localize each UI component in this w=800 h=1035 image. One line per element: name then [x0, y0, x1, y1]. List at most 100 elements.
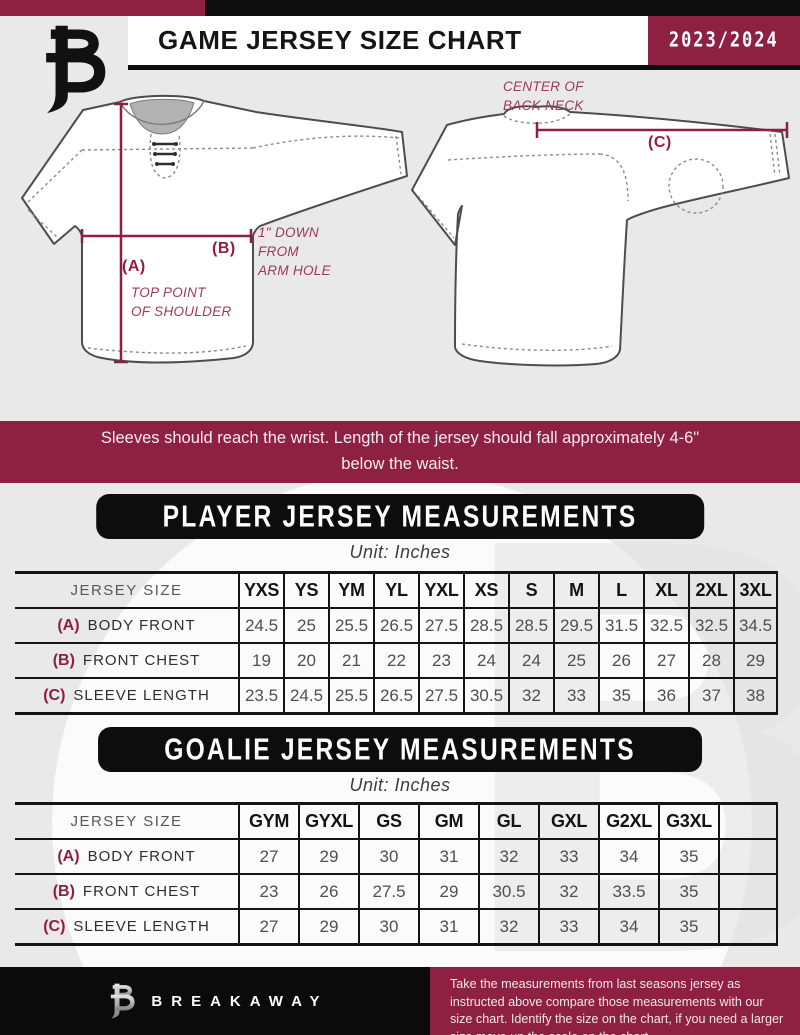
measure-value: 36 [643, 679, 688, 712]
measure-b-caption: 1" DOWN FROM ARM HOLE [258, 225, 331, 278]
measure-value [718, 840, 778, 873]
size-col-header: GXL [538, 805, 598, 838]
table-row: (A) BODY FRONT 24.5 25 25.5 26.5 27.5 28.5 28.5 2… [15, 609, 778, 644]
measure-value: 32.5 [688, 609, 733, 642]
row-key: (B) [52, 882, 75, 900]
size-col-header: L [598, 574, 643, 607]
page-title: GAME JERSEY SIZE CHART [158, 25, 522, 55]
measure-value: 24 [508, 644, 553, 677]
measure-value: 25.5 [328, 609, 373, 642]
row-label: (B) FRONT CHEST [15, 644, 238, 677]
player-size-table: JERSEY SIZE YXS YS YM YL YXL XS S M L XL 2XL 3XL (A) B… [15, 571, 778, 715]
size-col-header: XS [463, 574, 508, 607]
measure-b-label: (B) [212, 240, 236, 257]
size-col-header: S [508, 574, 553, 607]
table-header-row: JERSEY SIZE GYM GYXL GS GM GL GXL G2XL G3XL [15, 805, 778, 840]
breakaway-b-logo-icon [20, 22, 108, 116]
measure-value: 33 [553, 679, 598, 712]
measure-value: 29 [418, 875, 478, 908]
measure-value: 25 [553, 644, 598, 677]
row-name: FRONT CHEST [82, 652, 201, 669]
page-title-box: GAME JERSEY SIZE CHART [128, 16, 648, 65]
measure-value: 29.5 [553, 609, 598, 642]
measure-value: 21 [328, 644, 373, 677]
size-col-header: 2XL [688, 574, 733, 607]
goalie-section-title: GOALIE JERSEY MEASUREMENTS [98, 727, 702, 772]
size-col-header: G2XL [598, 805, 658, 838]
measure-c-caption: CENTER OF BACK NECK [503, 79, 584, 113]
measure-value: 32 [538, 875, 598, 908]
table-row: (A) BODY FRONT 27 29 30 31 32 33 34 35 [15, 840, 778, 875]
row-name: BODY FRONT [87, 617, 196, 634]
measure-value: 37 [688, 679, 733, 712]
measure-value: 34.5 [733, 609, 778, 642]
measure-value: 29 [298, 910, 358, 943]
measure-value: 32 [478, 910, 538, 943]
measure-value: 24.5 [283, 679, 328, 712]
measure-value: 24.5 [238, 609, 283, 642]
player-section-title: PLAYER JERSEY MEASUREMENTS [96, 494, 704, 539]
footer-instructions: Take the measurements from last seasons … [450, 977, 784, 1035]
brand-name: BREAKAWAY [151, 992, 329, 1010]
measure-value: 25.5 [328, 679, 373, 712]
measure-value: 32.5 [643, 609, 688, 642]
measure-value: 23.5 [238, 679, 283, 712]
measure-value: 29 [298, 840, 358, 873]
size-col-header: GS [358, 805, 418, 838]
size-col-header: M [553, 574, 598, 607]
measure-value: 28 [688, 644, 733, 677]
measure-value: 29 [733, 644, 778, 677]
measure-value: 34 [598, 910, 658, 943]
measure-value: 22 [373, 644, 418, 677]
size-col-header: XL [643, 574, 688, 607]
row-name: SLEEVE LENGTH [73, 918, 210, 935]
measure-value: 27 [643, 644, 688, 677]
row-key: (C) [43, 917, 66, 935]
measure-value [718, 910, 778, 943]
size-col-header: YXL [418, 574, 463, 607]
footer-brand-box: BREAKAWAY [0, 967, 430, 1035]
size-col-header: YL [373, 574, 418, 607]
measure-value [718, 875, 778, 908]
season-box: 2023/2024 [648, 16, 800, 65]
goalie-size-table: JERSEY SIZE GYM GYXL GS GM GL GXL G2XL G3XL (A) BO… [15, 802, 778, 946]
goalie-unit-label: Unit: Inches [349, 775, 451, 795]
table-row: (B) FRONT CHEST 23 26 27.5 29 30.5 32 33.5 35 [15, 875, 778, 910]
row-label: (A) BODY FRONT [15, 840, 238, 873]
measure-value: 31 [418, 910, 478, 943]
measure-value: 30.5 [478, 875, 538, 908]
table-row: (C) SLEEVE LENGTH 27 29 30 31 32 33 34 35 [15, 910, 778, 943]
size-col-header: 3XL [733, 574, 778, 607]
season-label: 2023/2024 [669, 28, 779, 53]
measure-value: 27.5 [418, 609, 463, 642]
table-row: (C) SLEEVE LENGTH 23.5 24.5 25.5 26.5 27.5 30.5… [15, 679, 778, 712]
fit-note-text: Sleeves should reach the wrist. Length o… [100, 429, 700, 473]
measure-value: 23 [418, 644, 463, 677]
back-jersey-diagram [411, 105, 790, 367]
row-label: (B) FRONT CHEST [15, 875, 238, 908]
size-col-header: GL [478, 805, 538, 838]
measure-value: 32 [478, 840, 538, 873]
measure-value: 19 [238, 644, 283, 677]
measure-value: 27.5 [418, 679, 463, 712]
measure-value: 30 [358, 840, 418, 873]
header-maroon-strip [0, 0, 205, 16]
measure-value: 34 [598, 840, 658, 873]
measure-value: 35 [598, 679, 643, 712]
row-key: (C) [43, 686, 66, 704]
size-col-header [718, 805, 778, 838]
measure-value: 35 [658, 910, 718, 943]
measure-value: 32 [508, 679, 553, 712]
footer-instructions-box: Take the measurements from last seasons … [430, 967, 800, 1035]
row-name: SLEEVE LENGTH [73, 687, 210, 704]
measure-value: 26 [298, 875, 358, 908]
row-key: (A) [57, 847, 80, 865]
measure-value: 23 [238, 875, 298, 908]
row-label: (C) SLEEVE LENGTH [15, 679, 238, 712]
measure-value: 27 [238, 910, 298, 943]
measure-c-label: (C) [648, 134, 672, 151]
player-unit-label: Unit: Inches [349, 542, 451, 562]
measure-value: 24 [463, 644, 508, 677]
size-col-header: YXS [238, 574, 283, 607]
